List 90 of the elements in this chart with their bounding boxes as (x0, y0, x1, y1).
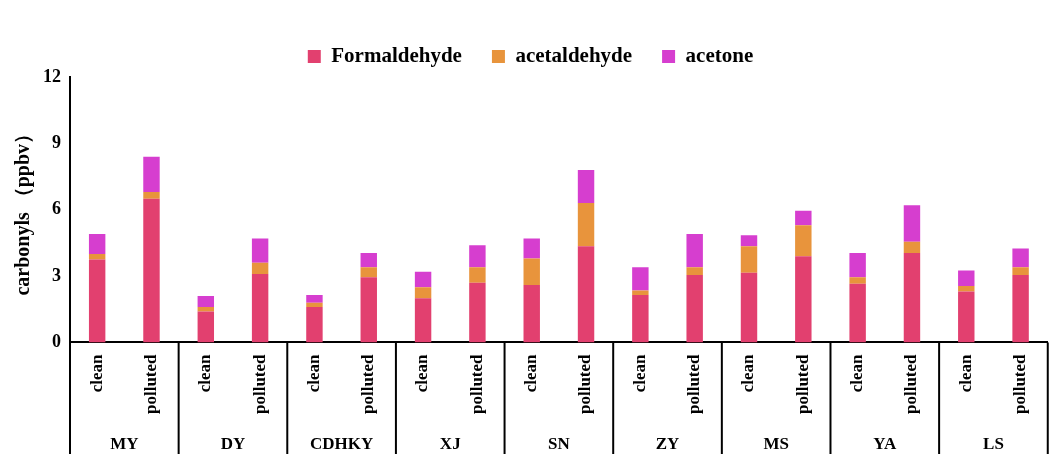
text: MY (110, 433, 139, 453)
bar (251, 238, 269, 263)
bar (632, 290, 649, 295)
bar (197, 311, 215, 343)
y-tick-label: 0 (52, 331, 61, 352)
bar (577, 169, 595, 204)
bar (795, 256, 812, 343)
bar (795, 210, 812, 226)
bar (632, 294, 649, 343)
bar (523, 238, 540, 259)
bar (1012, 267, 1029, 276)
bar (958, 270, 975, 287)
text: DY (220, 433, 246, 453)
bar (523, 284, 540, 343)
x-tick-label: clean (629, 353, 649, 393)
bar (88, 259, 106, 343)
y-tick-label: 6 (52, 198, 61, 219)
x-tick-label: polluted (792, 353, 812, 415)
x-tick-label: polluted (249, 353, 269, 415)
x-tick-label: polluted (575, 353, 595, 415)
x-tick-label: clean (195, 353, 215, 393)
bar (88, 234, 106, 254)
y-tick-label: 3 (52, 264, 61, 285)
bar (958, 286, 975, 292)
text: ZY (655, 433, 680, 453)
bar (903, 241, 921, 253)
bar (360, 277, 377, 343)
bar (143, 198, 160, 343)
bar (903, 252, 921, 343)
bar (197, 307, 215, 312)
bar (88, 253, 106, 260)
text: MS (763, 433, 789, 453)
bar (740, 235, 758, 247)
bar (632, 267, 649, 291)
bar (360, 267, 377, 278)
bar (306, 307, 323, 343)
bar (686, 234, 703, 268)
x-tick-label: clean (412, 353, 432, 393)
bar (197, 296, 215, 308)
x-tick-label: clean (738, 353, 758, 393)
text: CDHKY (309, 433, 374, 453)
bar (306, 302, 323, 308)
text: SN (548, 433, 571, 453)
x-tick-label: polluted (140, 353, 160, 415)
bar (740, 246, 758, 273)
bar (469, 267, 486, 283)
x-tick-label: clean (521, 353, 541, 393)
bar (414, 287, 432, 299)
bar (740, 272, 758, 343)
bar (360, 252, 377, 268)
y-tick-label: 9 (52, 132, 61, 153)
bar (1012, 248, 1029, 268)
bar (958, 291, 975, 343)
legend-label: Formaldehyde (331, 42, 462, 67)
bar (306, 294, 323, 303)
x-tick-label: clean (955, 353, 975, 393)
y-axis-title: carbonyls （ppbv） (11, 123, 35, 296)
bar (686, 275, 703, 343)
text: XJ (439, 433, 462, 453)
bar (469, 245, 486, 268)
x-tick-label: polluted (901, 353, 921, 415)
bar (143, 192, 160, 199)
bar (143, 156, 160, 193)
bar (523, 258, 540, 285)
bar (469, 282, 486, 343)
bar (414, 271, 432, 288)
text: YA (873, 433, 898, 453)
x-tick-label: clean (86, 353, 106, 393)
bar (251, 262, 269, 274)
x-tick-label: clean (847, 353, 867, 393)
bar (251, 273, 269, 343)
x-tick-label: polluted (466, 353, 486, 415)
bar (577, 203, 595, 247)
bar (849, 283, 866, 343)
bar (849, 252, 866, 278)
bar (686, 267, 703, 276)
bar (849, 277, 866, 284)
bar (795, 225, 812, 257)
bar (1012, 275, 1029, 343)
x-tick-label: polluted (684, 353, 704, 415)
legend-label: acetaldehyde (515, 42, 633, 67)
bar (414, 298, 432, 343)
y-tick-label: 12 (43, 65, 61, 86)
text: LS (983, 433, 1004, 453)
bar (903, 205, 921, 242)
x-tick-label: polluted (1009, 353, 1029, 415)
x-tick-label: clean (303, 353, 323, 393)
legend-label: acetone (685, 42, 754, 67)
x-tick-label: polluted (358, 353, 378, 415)
bar (577, 246, 595, 343)
